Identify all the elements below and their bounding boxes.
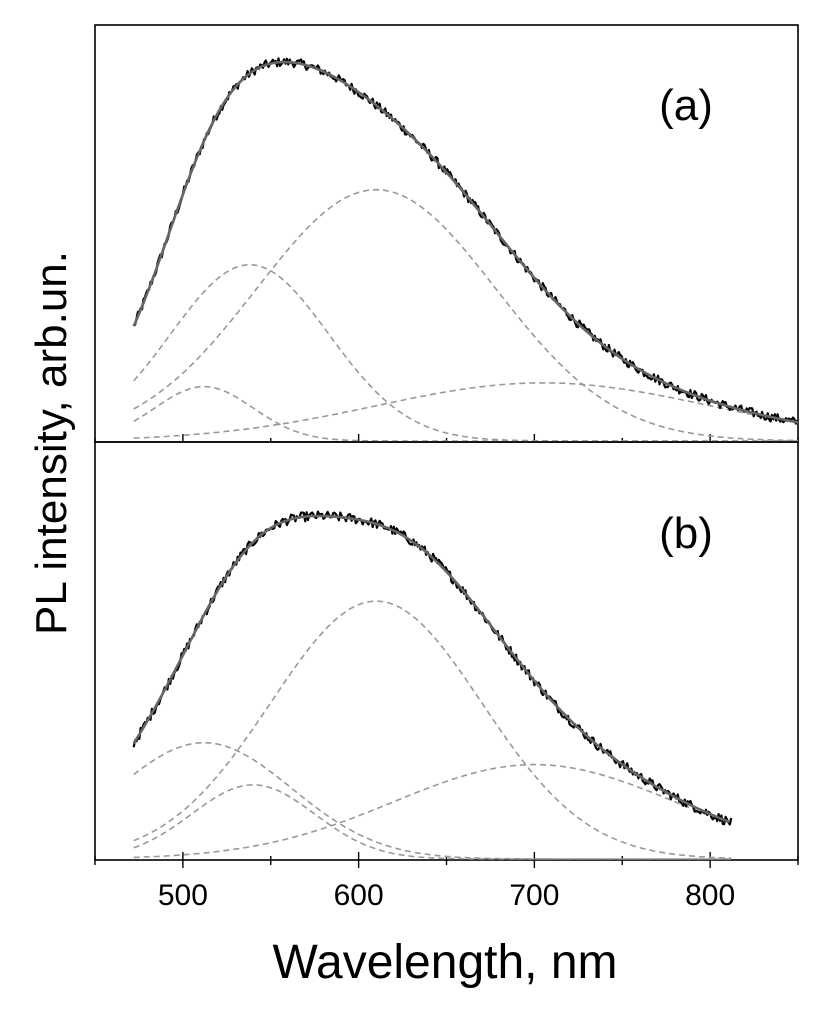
- x-axis-label: Wavelength, nm: [272, 936, 617, 989]
- plot-frame-b: [94, 441, 799, 861]
- x-axis: 500 600 700 800: [94, 860, 799, 912]
- x-tick-label: 500: [158, 879, 208, 912]
- component-4-line: [133, 382, 799, 439]
- x-tick-label: 600: [334, 879, 384, 912]
- component-4-line: [133, 763, 732, 859]
- x-tick-label: 800: [685, 879, 735, 912]
- component-2-line: [133, 263, 798, 442]
- component-1-line: [133, 385, 798, 442]
- component-1-line: [133, 741, 732, 860]
- x-tick-label: 700: [509, 879, 559, 912]
- fit-line: [132, 514, 730, 824]
- component-2-line: [133, 783, 732, 860]
- fit-line: [132, 60, 799, 424]
- panel-b: (b): [94, 441, 799, 861]
- panel-label-b: (b): [659, 509, 713, 558]
- y-axis-label: PL intensity, arb.un.: [27, 251, 76, 635]
- component-3-line: [133, 600, 732, 859]
- panel-a: (a): [94, 24, 799, 443]
- component-3-line: [133, 188, 798, 442]
- panel-label-a: (a): [659, 81, 713, 130]
